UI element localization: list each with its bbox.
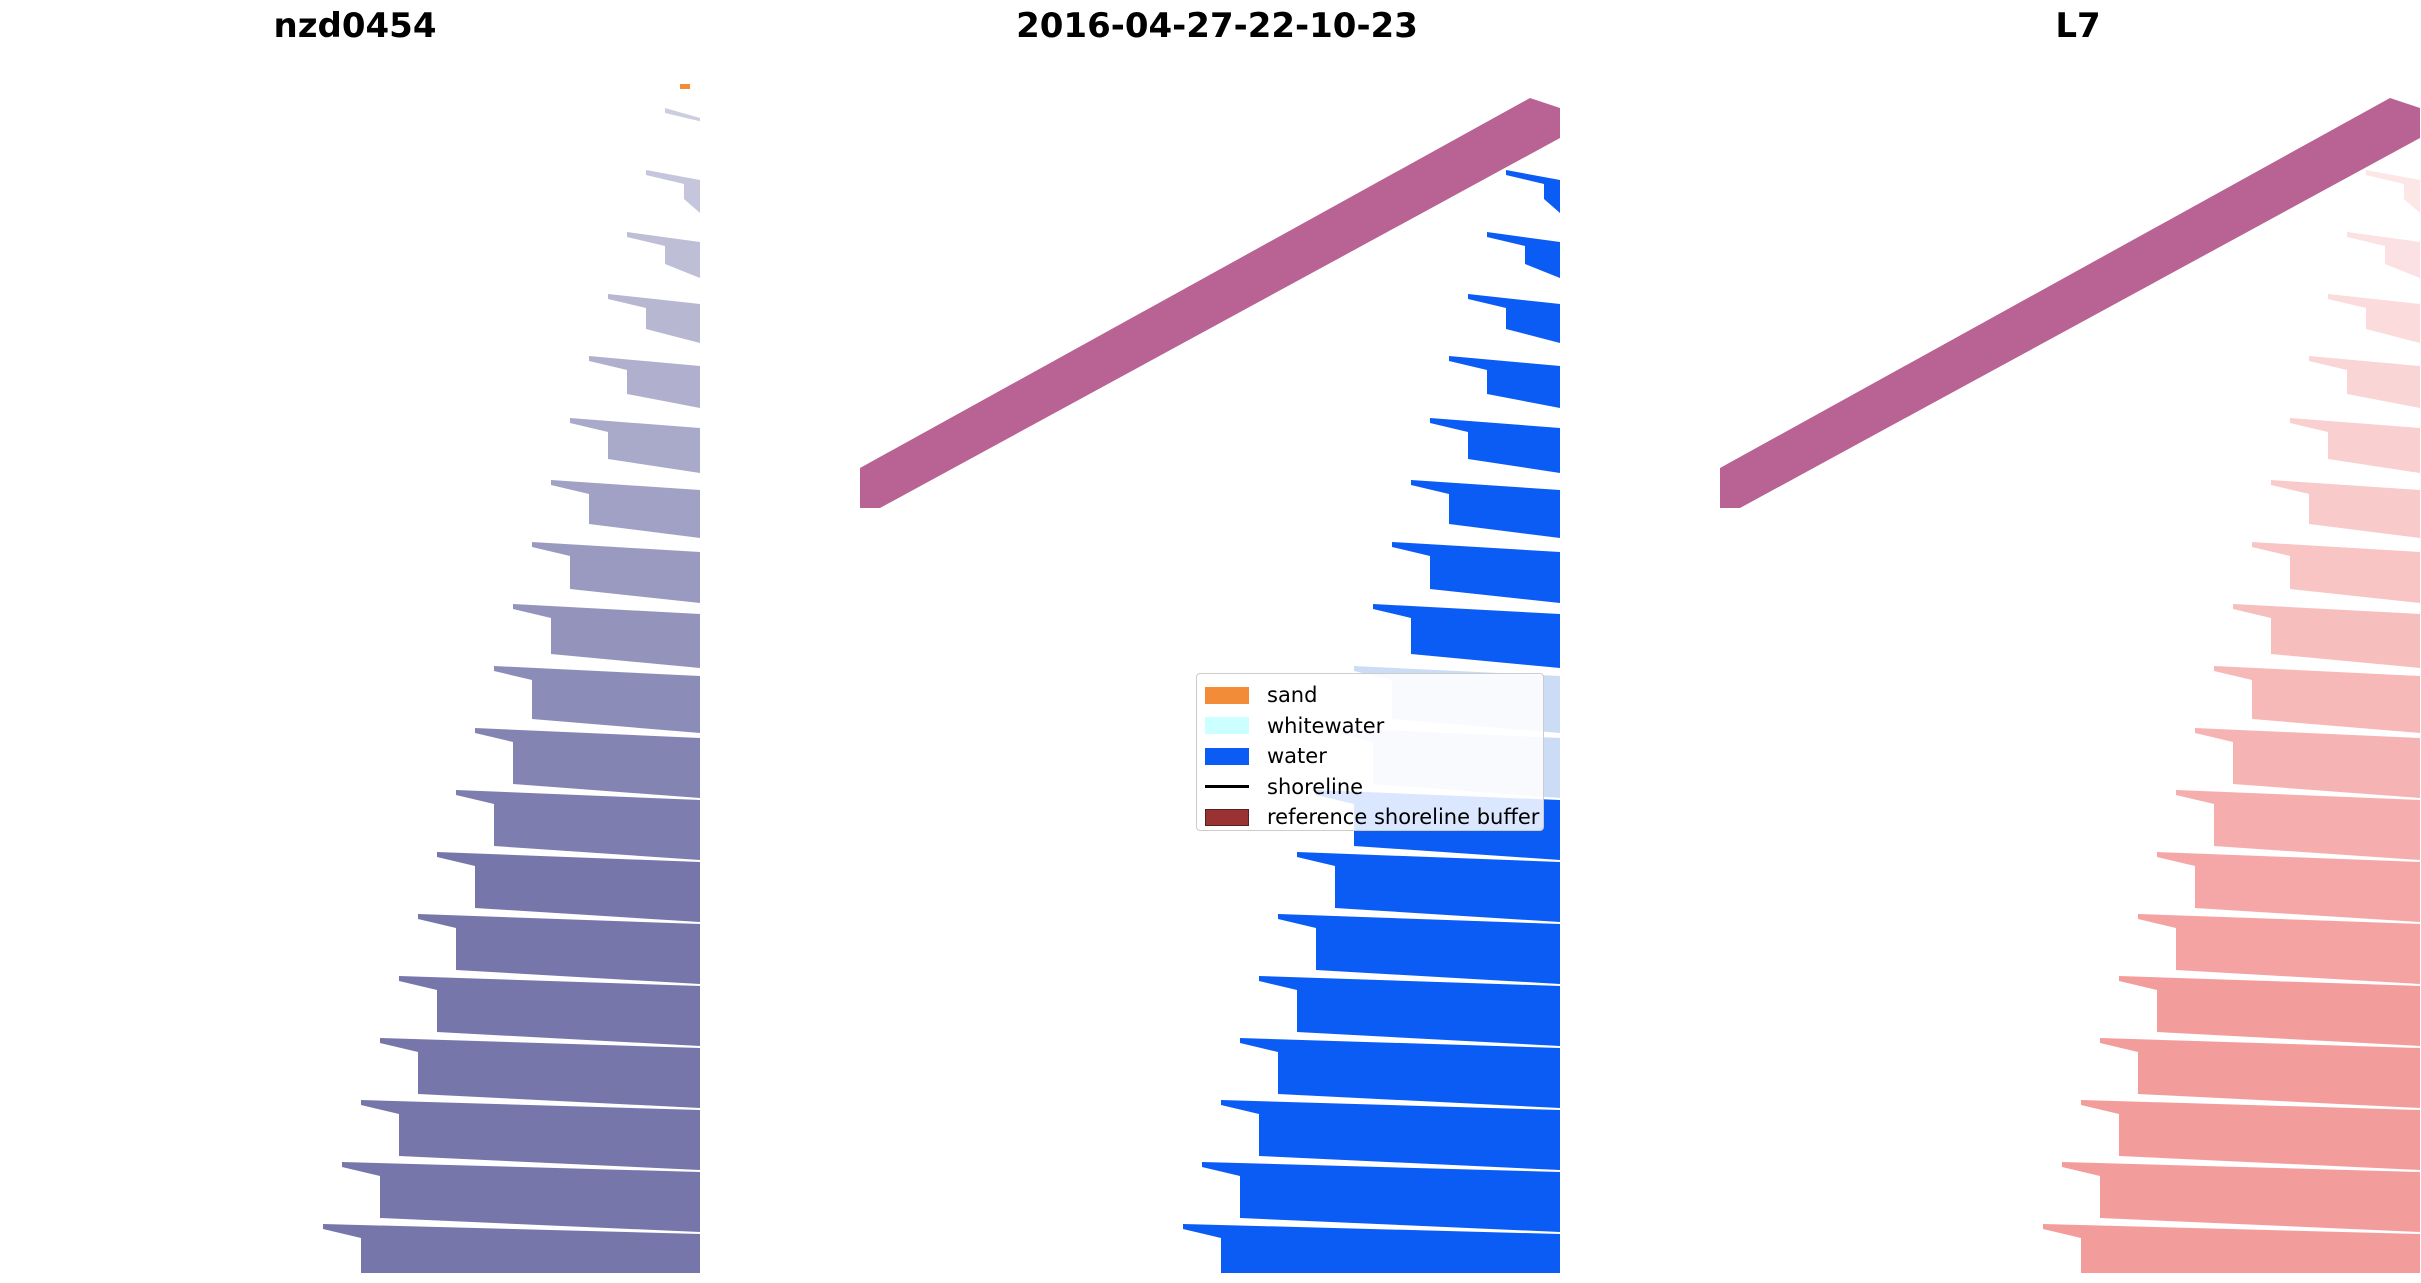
stripe	[646, 170, 700, 213]
stripe	[551, 480, 700, 538]
stripe	[437, 852, 700, 922]
panel-title-satellite: L7	[2055, 6, 2101, 46]
stripe	[1449, 356, 1560, 408]
legend-label: water	[1267, 744, 1327, 769]
stripe	[2233, 604, 2420, 668]
stripe	[2119, 976, 2420, 1046]
stripe	[532, 542, 700, 603]
stripe	[2062, 1162, 2420, 1232]
index-image-panel	[1720, 78, 2420, 1273]
stripe	[2366, 170, 2420, 213]
stripe	[1411, 480, 1560, 538]
stripe	[2328, 294, 2420, 343]
stripe	[1221, 1100, 1560, 1170]
rgb-image	[323, 84, 700, 1273]
stripe	[1430, 418, 1560, 473]
panel-title-site: nzd0454	[273, 6, 437, 46]
stripe	[494, 666, 700, 733]
stripe	[361, 1100, 700, 1170]
reference-shoreline-buffer	[860, 98, 1560, 508]
stripe	[2214, 666, 2420, 733]
stripe	[1468, 294, 1560, 343]
stripe	[456, 790, 700, 860]
stripe	[418, 914, 700, 984]
stripe	[2290, 418, 2420, 473]
stripe	[2195, 728, 2420, 798]
panel-title-date: 2016-04-27-22-10-23	[1016, 6, 1418, 46]
stripe	[1297, 852, 1560, 922]
stripe	[2081, 1100, 2420, 1170]
stripe	[1202, 1162, 1560, 1232]
legend-label: sand	[1267, 683, 1318, 708]
legend: sand whitewater water shoreline referenc…	[1196, 673, 1544, 831]
stripe	[2271, 480, 2420, 538]
legend-item-sand: sand	[1205, 680, 1535, 711]
stripe	[608, 294, 700, 343]
stripe	[1259, 976, 1560, 1046]
reference-shoreline-buffer	[1720, 98, 2420, 508]
legend-label: reference shoreline buffer	[1267, 805, 1540, 830]
stripe	[665, 108, 700, 148]
stripe	[2043, 1224, 2420, 1273]
stripe	[1240, 1038, 1560, 1108]
legend-item-whitewater: whitewater	[1205, 711, 1535, 742]
legend-label: whitewater	[1267, 713, 1385, 738]
legend-item-shoreline: shoreline	[1205, 772, 1535, 803]
shoreline-swatch	[1205, 785, 1249, 789]
buffer-swatch	[1205, 808, 1249, 826]
stripe	[2100, 1038, 2420, 1108]
stripe	[1506, 170, 1560, 213]
stripe	[1278, 914, 1560, 984]
stripe	[2176, 790, 2420, 860]
stripe	[323, 1224, 700, 1273]
legend-item-buffer: reference shoreline buffer	[1205, 802, 1539, 833]
stripe	[1373, 604, 1560, 668]
stripe	[2157, 852, 2420, 922]
legend-label: shoreline	[1267, 774, 1364, 799]
index-image	[1720, 98, 2420, 1273]
stripe	[1487, 232, 1560, 278]
stripe	[570, 418, 700, 473]
stripe	[513, 604, 700, 668]
stripe	[1183, 1224, 1560, 1273]
water-swatch	[1205, 747, 1249, 765]
stripe	[2138, 914, 2420, 984]
whitewater-swatch	[1205, 717, 1249, 735]
stripe	[475, 728, 700, 798]
stripe	[1392, 542, 1560, 603]
stripe	[627, 232, 700, 278]
stripe	[589, 356, 700, 408]
stripe	[2252, 542, 2420, 603]
sand-pixel	[680, 84, 690, 89]
legend-item-water: water	[1205, 741, 1535, 772]
stripe	[2347, 232, 2420, 278]
stripe	[399, 976, 700, 1046]
stripe	[380, 1038, 700, 1108]
stripe	[2309, 356, 2420, 408]
rgb-image-panel	[0, 78, 700, 1273]
stripe	[342, 1162, 700, 1232]
sand-swatch	[1205, 686, 1249, 704]
